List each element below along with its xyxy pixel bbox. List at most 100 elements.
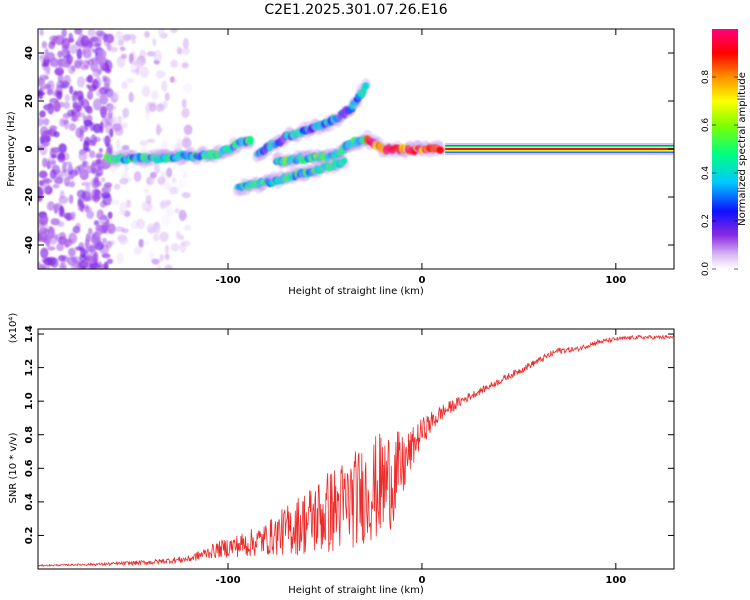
spectrogram-scattered-noise-blob (106, 240, 116, 246)
spectrogram-scattered-noise-blob (107, 223, 116, 235)
spectrogram-y-label: Frequency (Hz) (6, 111, 17, 187)
spectrogram-scattered-noise-blob (74, 261, 82, 269)
spectrogram-weak-scatter-blob (164, 253, 170, 261)
spectrogram-weak-scatter-blob (146, 177, 151, 185)
spectrogram-scattered-noise-blob (93, 252, 98, 265)
spectrogram-weak-scatter-blob (122, 34, 131, 42)
spectrogram-weak-scatter-blob (145, 194, 152, 205)
spectrogram-scattered-noise-blob (46, 201, 55, 211)
spectrogram-weak-scatter-blob (153, 233, 159, 242)
spectrogram-scattered-noise-blob (48, 231, 54, 238)
spectrogram-weak-scatter-blob (181, 47, 190, 55)
spectrogram-scattered-noise-blob (54, 62, 62, 70)
spectrogram-scattered-noise-blob (88, 150, 96, 159)
spectrogram-scattered-noise-blob (79, 111, 85, 118)
spectrogram-weak-scatter-blob (164, 264, 173, 269)
spectrogram-weak-scatter-blob (164, 92, 170, 101)
spectrogram-x-label: Height of straight line (km) (288, 286, 424, 297)
spectrogram-weak-scatter-blob (175, 137, 183, 150)
spectrogram-weak-scatter-blob (152, 38, 157, 47)
snr-x-tick-label: -100 (216, 575, 241, 586)
spectrogram-scattered-noise-blob (67, 174, 74, 180)
spectrogram-weak-scatter-blob (182, 171, 188, 179)
spectrogram-weak-scatter-blob (112, 123, 122, 132)
spectrogram-weak-scatter-blob (122, 107, 130, 118)
spectrogram-scattered-noise-blob (66, 54, 74, 65)
spectrogram-scattered-noise-blob (84, 184, 91, 197)
spectrogram-weak-scatter-blob (116, 252, 124, 264)
spectrogram-scattered-noise-blob (61, 236, 67, 246)
spectrogram-weak-scatter-blob (119, 46, 126, 52)
spectrogram-scattered-noise-blob (68, 38, 75, 43)
spectrogram-weak-scatter-blob (133, 246, 143, 255)
spectrogram-scattered-noise-blob (54, 67, 65, 76)
spectrogram-scattered-noise-blob (97, 49, 107, 60)
snr-axes: -100 0 100 0.2 0.4 0.6 0.8 1.0 1.2 1.4 (24, 325, 674, 586)
spectrogram-constant-carrier-band (445, 148, 674, 150)
spectrogram-weak-scatter-blob (169, 144, 176, 150)
spectrogram-weak-scatter-blob (138, 140, 149, 146)
spectrogram-scattered-noise-blob (78, 150, 88, 162)
spectrogram-weak-scatter-blob (181, 137, 192, 149)
spectrogram-scattered-noise-blob (82, 196, 92, 202)
spectrogram-scattered-noise-blob (66, 109, 75, 117)
spectrogram-weak-scatter-blob (184, 224, 192, 231)
spectrogram-scattered-noise-blob (102, 136, 113, 143)
spectrogram-scattered-noise-blob (38, 214, 49, 226)
spectrogram-weak-scatter-blob (109, 46, 118, 53)
spectrogram-weak-scatter-blob (154, 54, 162, 62)
spectrogram-scattered-noise-blob (49, 97, 60, 104)
spectrogram-scattered-noise-blob (42, 178, 53, 184)
snr-x-label: Height of straight line (km) (288, 585, 424, 596)
spectrogram-weak-scatter-blob (149, 103, 157, 112)
spectrogram-weak-scatter-blob (163, 181, 172, 191)
colorbar-tick-label: 0.0 (701, 262, 711, 277)
spectrogram-scattered-noise-blob (38, 117, 44, 127)
spectrogram-x-tick-label: 0 (418, 275, 425, 286)
spectrogram-x-tick-label: 100 (605, 275, 626, 286)
spectrogram-weak-scatter-blob (168, 186, 179, 195)
spectrogram-weak-scatter-blob (139, 66, 150, 78)
colorbar: 0.0 0.2 0.4 0.6 0.8 Normalized spectral ampl… (701, 29, 748, 276)
spectrogram-weak-scatter-blob (159, 231, 169, 242)
spectrogram-scattered-noise-blob (74, 29, 83, 35)
spectrogram-scattered-noise-blob (101, 191, 111, 199)
spectrogram-scattered-noise-blob (93, 234, 102, 245)
spectrogram-weak-scatter-blob (126, 78, 134, 84)
spectrogram-scattered-noise-blob (73, 90, 78, 96)
spectrogram-scattered-noise-blob (41, 130, 48, 142)
spectrogram-scattered-noise-blob (38, 145, 44, 151)
spectrogram-x-tick-label: -100 (216, 275, 241, 286)
spectrogram-weak-scatter-blob (128, 53, 134, 64)
spectrogram-weak-scatter-blob (182, 83, 193, 94)
spectrogram-scattered-noise-blob (106, 258, 114, 264)
spectrogram-scattered-noise-blob (81, 181, 91, 187)
spectrogram-scattered-noise-blob (68, 65, 75, 75)
spectrogram-scattered-noise-blob (61, 29, 67, 38)
spectrogram-y-tick-label: 20 (24, 94, 35, 108)
spectrogram-scattered-noise-blob (105, 218, 110, 229)
snr-series-line (38, 334, 674, 567)
spectrogram-scattered-noise-blob (86, 210, 95, 220)
spectrogram-scattered-noise-blob (84, 105, 92, 113)
spectrogram-weak-scatter-blob (161, 214, 171, 227)
snr-frame (37, 328, 675, 570)
spectrogram-weak-scatter-blob (155, 70, 166, 79)
spectrogram-weak-scatter-blob (161, 140, 169, 149)
spectrogram-scattered-noise-blob (87, 74, 94, 84)
spectrogram-scattered-noise-blob (52, 169, 63, 178)
colorbar-tick-label: 0.6 (701, 118, 711, 133)
figure-title: C2E1.2025.301.07.26.E16 (264, 2, 447, 18)
spectrogram-weak-scatter-blob (156, 264, 162, 269)
spectrogram-weak-scatter-blob (117, 234, 127, 242)
colorbar-tick-label: 0.2 (701, 214, 711, 228)
spectrogram-scattered-noise-blob (52, 35, 59, 41)
spectrogram-scattered-noise-blob (102, 75, 107, 82)
spectrogram-weak-scatter-blob (149, 171, 157, 179)
spectrogram-weak-scatter-blob (120, 53, 127, 60)
spectrogram-weak-scatter-blob (175, 46, 183, 55)
spectrogram-weak-scatter-blob (157, 103, 164, 109)
spectrogram-scattered-noise-blob (68, 194, 74, 204)
spectrogram-weak-scatter-blob (146, 138, 156, 143)
